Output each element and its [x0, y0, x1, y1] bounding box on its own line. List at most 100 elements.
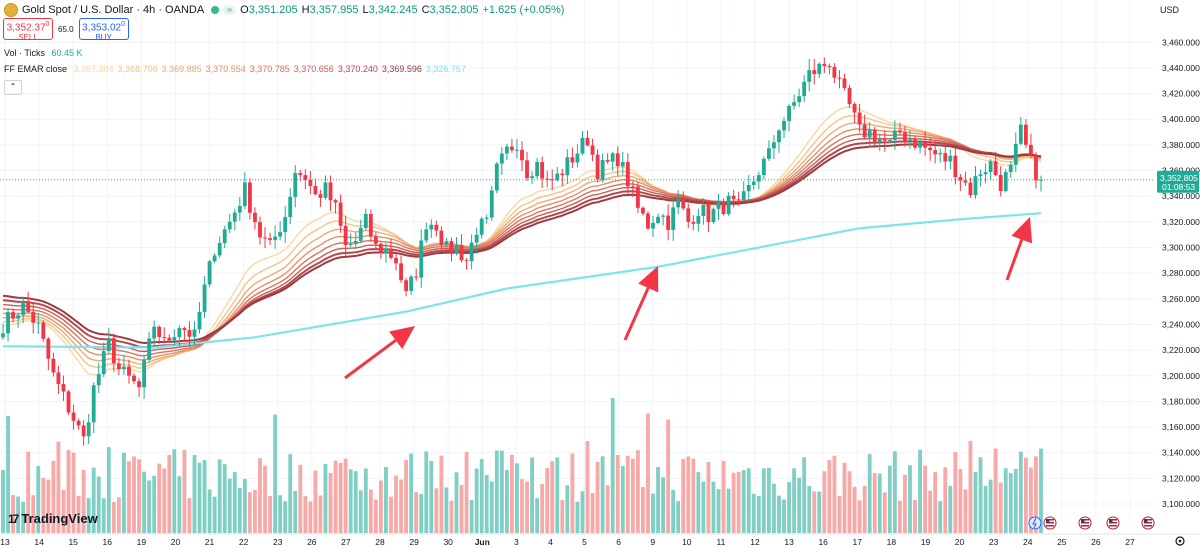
volume-bar: [111, 502, 116, 533]
candle-body: [298, 172, 303, 176]
price-axis[interactable]: USD 3,100.000 3,120.000 3,140.000 3,160.000 3…: [1153, 0, 1200, 549]
volume-bar: [11, 495, 15, 533]
volume-bar: [681, 458, 686, 533]
flag-stripe: [1081, 519, 1089, 521]
candle-body: [116, 363, 121, 370]
volume-bar: [26, 451, 31, 533]
volume-bar: [751, 493, 756, 533]
volume-bar: [696, 472, 701, 533]
annotation-arrow-2[interactable]: [623, 266, 659, 341]
volume-bar: [323, 463, 328, 533]
price-tick-label: 3,400.000: [1162, 114, 1200, 124]
candle-body: [414, 276, 419, 278]
price-tick-label: 3,240.000: [1162, 319, 1200, 329]
candle-body: [96, 374, 101, 386]
volume-bar: [56, 441, 61, 533]
candle-body: [711, 208, 716, 223]
us-flag-icon[interactable]: [1141, 516, 1155, 530]
volume-bar: [570, 453, 575, 533]
volume-bar: [802, 457, 807, 533]
candle-body: [11, 312, 15, 319]
candle-body: [353, 240, 358, 244]
time-tick-label: 18: [887, 537, 897, 547]
volume-bar: [530, 457, 534, 533]
us-flag-icon[interactable]: [1043, 516, 1057, 530]
volume-bar: [772, 483, 776, 533]
spread-value: 65.0: [58, 24, 74, 34]
last-price-badge-bg: [1157, 170, 1199, 193]
buy-button[interactable]: 3,353.020 BUY: [78, 18, 129, 42]
volume-bar: [283, 501, 288, 533]
volume-bar: [6, 415, 10, 533]
volume-bar: [847, 471, 852, 533]
candle-body: [434, 224, 439, 231]
candle-body: [807, 70, 812, 82]
volume-bar: [444, 487, 449, 533]
sell-button[interactable]: 3,352.370 SELL: [3, 18, 53, 43]
volume-bar: [1039, 448, 1043, 533]
volume-bar: [761, 468, 766, 533]
data-mode-badge[interactable]: ≈: [223, 5, 237, 15]
volume-bar: [585, 441, 590, 533]
volume-bar: [661, 477, 666, 533]
ema-indicator-legend[interactable]: FF EMAR close 3,367.384 3,368.706 3,369.88…: [4, 64, 466, 74]
volume-bar: [887, 465, 892, 533]
candle-body: [424, 229, 429, 241]
time-tick-label: 16: [103, 537, 113, 547]
volume-bar: [469, 499, 474, 533]
sell-label: SELL: [18, 33, 38, 43]
chevron-up-icon[interactable]: ⌃: [4, 80, 22, 95]
candle-body: [157, 326, 162, 338]
candle-body: [147, 338, 152, 360]
volume-indicator-legend[interactable]: Vol · Ticks 60.45 K: [4, 48, 83, 58]
symbol-title[interactable]: Gold Spot / U.S. Dollar · 4h · OANDA: [22, 4, 205, 16]
volume-bar: [404, 459, 409, 533]
candle-body: [570, 157, 575, 163]
candle-body: [953, 155, 958, 178]
volume-bar: [459, 484, 464, 533]
price-tick-label: 3,440.000: [1162, 63, 1200, 73]
volume-bar: [1013, 468, 1018, 533]
volume-bar: [943, 467, 948, 533]
gear-icon[interactable]: [1175, 536, 1185, 546]
volume-bar: [575, 501, 580, 533]
time-tick-label: 12: [750, 537, 760, 547]
annotation-arrow-1[interactable]: [344, 326, 415, 380]
volume-bar: [353, 471, 358, 533]
volume-bar: [328, 472, 333, 533]
volume-bar: [106, 447, 111, 533]
candle-body: [429, 224, 434, 230]
arrow-head: [389, 326, 415, 350]
volume-bar: [172, 449, 177, 533]
price-tick-label: 3,100.000: [1162, 499, 1200, 509]
candle-body: [772, 142, 776, 149]
us-flag-icon[interactable]: [1106, 516, 1120, 530]
volume-bar: [560, 499, 565, 533]
lightning-event-icon[interactable]: [1028, 516, 1042, 530]
ohlc-value: 3,342.245: [368, 4, 418, 16]
volume-bar: [973, 471, 978, 533]
candle-body: [892, 130, 897, 141]
candle-body: [782, 120, 786, 131]
volume-bar: [137, 459, 141, 533]
candle-body: [933, 150, 938, 155]
candle-body: [1003, 172, 1008, 191]
candle-body: [681, 198, 686, 209]
candle-body: [499, 153, 504, 164]
us-flag-icon[interactable]: [1078, 516, 1092, 530]
ohlc-value: +1.625 (+0.05%): [482, 4, 565, 16]
annotation-arrow-3[interactable]: [1005, 217, 1033, 281]
candle-body: [751, 181, 756, 186]
candle-body: [127, 366, 131, 376]
candle-body: [837, 77, 842, 79]
volume-bar: [525, 481, 529, 533]
tradingview-logo[interactable]: 17 TradingView: [8, 511, 98, 526]
candle-body: [988, 161, 993, 173]
candle-body: [469, 242, 474, 262]
candle-body: [666, 215, 671, 230]
volume-bar: [81, 469, 86, 533]
price-tick-label: 3,420.000: [1162, 89, 1200, 99]
time-axis[interactable]: 13 14 15 16 19 20 21 22 23 26 27 28 29 30 Jun 3 4 5 6 9 10 11…: [0, 516, 1200, 549]
time-tick-label: 23: [273, 537, 283, 547]
